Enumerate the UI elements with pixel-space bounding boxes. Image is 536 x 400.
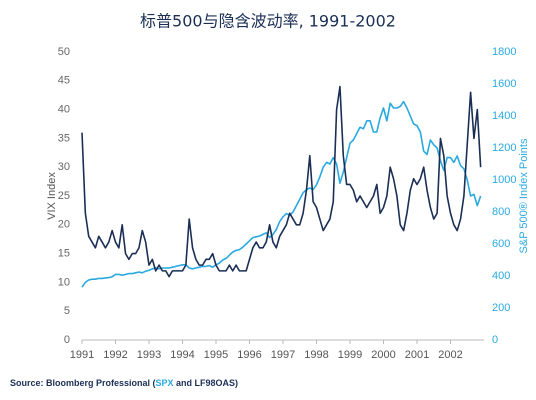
x-tick-label: 1992 [103, 349, 127, 361]
source-text: and LF98OAS) [174, 378, 239, 388]
x-tick-label: 1993 [137, 349, 161, 361]
x-tick-label: 1999 [338, 349, 362, 361]
x-tick-label: 1996 [237, 349, 261, 361]
y2-tick-label: 800 [492, 206, 510, 218]
source-text: SPX [156, 378, 174, 388]
y-tick-label: 0 [64, 334, 70, 346]
x-tick-label: 1994 [170, 349, 194, 361]
y2-tick-label: 1800 [492, 46, 516, 58]
y-tick-label: 5 [64, 305, 70, 317]
x-tick-label: 1995 [204, 349, 228, 361]
y2-tick-label: 600 [492, 238, 510, 250]
x-tick-label: 1997 [271, 349, 295, 361]
y2-tick-label: 1400 [492, 110, 516, 122]
y-tick-label: 10 [58, 276, 70, 288]
y2-tick-label: 1600 [492, 78, 516, 90]
y-tick-label: 45 [58, 75, 70, 87]
y2-tick-label: 1200 [492, 142, 516, 154]
line-series [81, 100, 482, 288]
y2-tick-label: 400 [492, 270, 510, 282]
y-tick-label: 25 [58, 190, 70, 202]
y-axis-label: VIX Index [46, 172, 58, 220]
line-series [81, 85, 482, 278]
x-tick-label: 1998 [304, 349, 328, 361]
y2-tick-label: 0 [492, 334, 498, 346]
y-tick-label: 20 [58, 219, 70, 231]
y-tick-label: 15 [58, 248, 70, 260]
x-tick-label: 1991 [70, 349, 94, 361]
y-tick-label: 35 [58, 132, 70, 144]
y-tick-label: 30 [58, 161, 70, 173]
y2-tick-label: 200 [492, 302, 510, 314]
y2-axis-label: S&P 500® Index Points [518, 138, 530, 253]
source: Source: Bloomberg Professional (SPX and … [10, 378, 238, 388]
x-tick-label: 2001 [405, 349, 429, 361]
y-tick-label: 50 [58, 46, 70, 58]
source-text: Source: Bloomberg Professional ( [10, 378, 156, 388]
y2-tick-label: 1000 [492, 174, 516, 186]
y-tick-label: 40 [58, 104, 70, 116]
x-tick-label: 2002 [438, 349, 462, 361]
x-tick-label: 2000 [371, 349, 395, 361]
chart-title: 标普500与隐含波动率, 1991-2002 [140, 12, 396, 31]
